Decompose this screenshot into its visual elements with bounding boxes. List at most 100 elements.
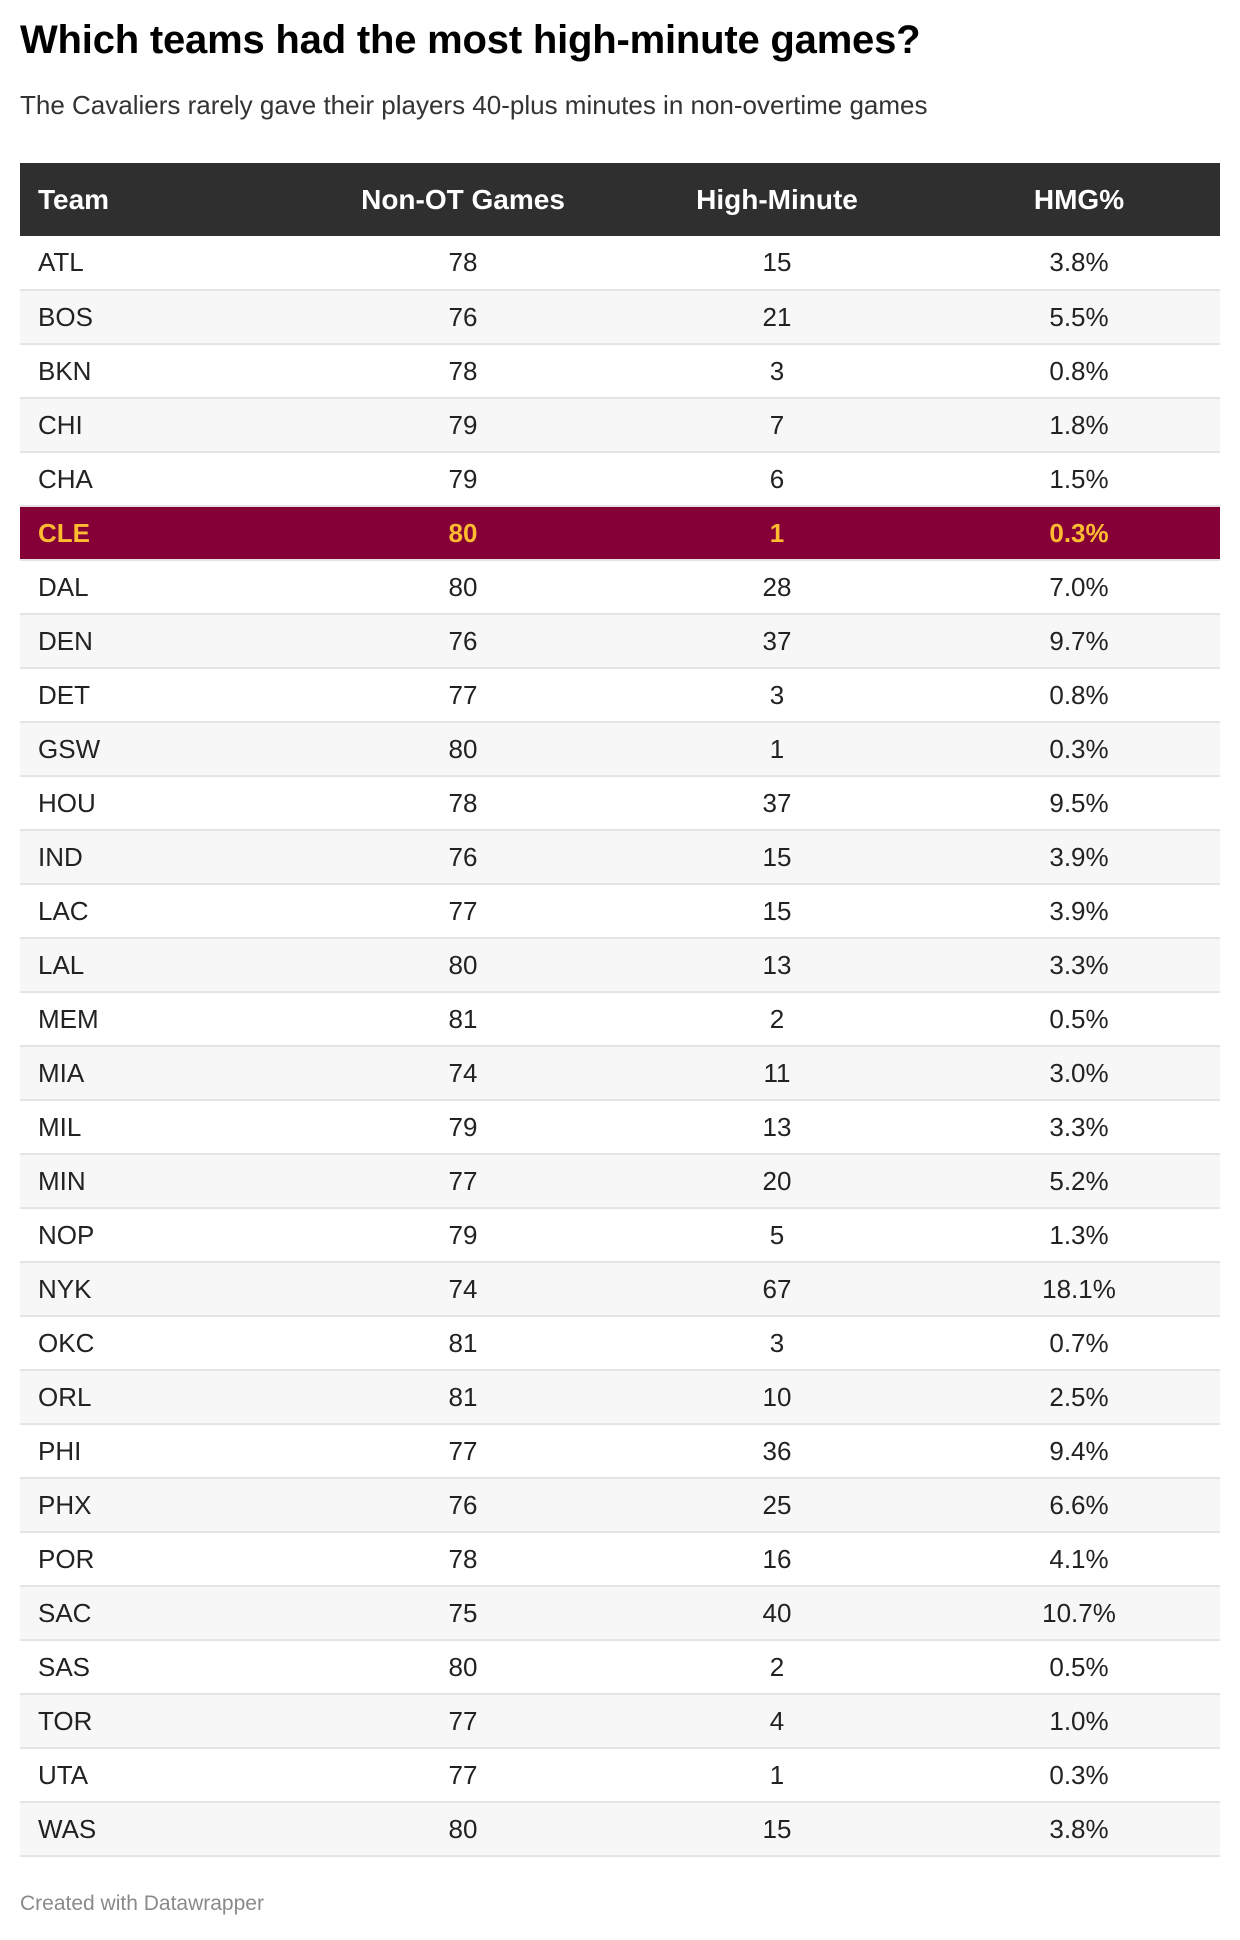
cell-high-minute: 4 [769, 1705, 785, 1736]
table-row: UTA 77 1 0.3% [20, 1748, 1220, 1802]
table-row: WAS 80 15 3.8% [20, 1802, 1220, 1856]
cell-non-ot-games: 81 [448, 1381, 478, 1412]
cell-team: LAL [38, 949, 85, 980]
cell-hmg-percent: 1.3% [1049, 1219, 1109, 1250]
cell-non-ot-games: 81 [448, 1327, 478, 1358]
cell-hmg-percent: 3.8% [1049, 1813, 1109, 1844]
cell-non-ot-games: 77 [448, 1165, 478, 1196]
cell-high-minute: 2 [769, 1651, 785, 1682]
cell-high-minute: 3 [769, 355, 785, 386]
cell-team: BKN [38, 355, 92, 386]
table-row: HOU 78 37 9.5% [20, 776, 1220, 830]
cell-team: SAC [38, 1597, 92, 1628]
cell-non-ot-games: 77 [448, 679, 478, 710]
table-row: IND 76 15 3.9% [20, 830, 1220, 884]
table-row: MIA 74 11 3.0% [20, 1046, 1220, 1100]
cell-hmg-percent: 9.5% [1049, 787, 1109, 818]
table-row: DAL 80 28 7.0% [20, 560, 1220, 614]
cell-hmg-percent: 0.8% [1049, 355, 1109, 386]
cell-non-ot-games: 76 [448, 625, 478, 656]
cell-hmg-percent: 6.6% [1049, 1489, 1109, 1520]
cell-high-minute: 37 [762, 787, 792, 818]
header-row: Team Non-OT Games High-Minute HMG% [20, 163, 1220, 236]
cell-hmg-percent: 3.3% [1049, 949, 1109, 980]
column-header-non-ot-games[interactable]: Non-OT Games [361, 183, 565, 215]
cell-hmg-percent: 0.5% [1049, 1003, 1109, 1034]
cell-team: NOP [38, 1219, 95, 1250]
cell-team: UTA [38, 1759, 89, 1790]
table-row: PHI 77 36 9.4% [20, 1424, 1220, 1478]
cell-non-ot-games: 74 [448, 1057, 478, 1088]
cell-high-minute: 37 [762, 625, 792, 656]
cell-high-minute: 36 [762, 1435, 792, 1466]
cell-high-minute: 13 [762, 949, 792, 980]
cell-non-ot-games: 78 [448, 247, 478, 277]
cell-non-ot-games: 74 [448, 1273, 478, 1304]
table-row: NYK 74 67 18.1% [20, 1262, 1220, 1316]
cell-high-minute: 3 [769, 1327, 785, 1358]
data-table: Team Non-OT Games High-Minute HMG% ATL 78… [20, 163, 1220, 1857]
cell-high-minute: 15 [762, 1813, 792, 1844]
cell-non-ot-games: 80 [448, 571, 478, 602]
cell-team: IND [38, 841, 83, 872]
table-body: ATL 78 15 3.8% BOS 76 21 5.5% BKN 78 3 0.8% CHI 79 7 1.… [20, 236, 1220, 1856]
cell-non-ot-games: 79 [448, 1219, 478, 1250]
cell-non-ot-games: 79 [448, 1111, 478, 1142]
cell-hmg-percent: 0.7% [1049, 1327, 1109, 1358]
table-row: SAC 75 40 10.7% [20, 1586, 1220, 1640]
cell-hmg-percent: 3.8% [1049, 247, 1109, 277]
cell-team: CHI [38, 409, 83, 440]
cell-hmg-percent: 9.7% [1049, 625, 1109, 656]
cell-high-minute: 13 [762, 1111, 792, 1142]
cell-team: GSW [38, 733, 101, 764]
cell-high-minute: 11 [763, 1057, 791, 1088]
table-row: POR 78 16 4.1% [20, 1532, 1220, 1586]
cell-non-ot-games: 77 [448, 1435, 478, 1466]
table-row: OKC 81 3 0.7% [20, 1316, 1220, 1370]
cell-team: WAS [38, 1813, 97, 1844]
cell-hmg-percent: 3.9% [1049, 841, 1109, 872]
table-row: GSW 80 1 0.3% [20, 722, 1220, 776]
table-row: CHI 79 7 1.8% [20, 398, 1220, 452]
cell-high-minute: 6 [769, 463, 785, 494]
cell-non-ot-games: 76 [448, 1489, 478, 1520]
cell-hmg-percent: 0.3% [1049, 517, 1109, 548]
chart-subtitle: The Cavaliers rarely gave their players … [20, 90, 928, 120]
cell-high-minute: 67 [762, 1273, 792, 1304]
cell-non-ot-games: 77 [448, 895, 478, 926]
table-row-highlighted: CLE 80 1 0.3% [20, 506, 1220, 560]
table-row: NOP 79 5 1.3% [20, 1208, 1220, 1262]
table-row: TOR 77 4 1.0% [20, 1694, 1220, 1748]
cell-non-ot-games: 81 [448, 1003, 478, 1034]
cell-team: CLE [38, 517, 90, 548]
cell-non-ot-games: 77 [448, 1705, 478, 1736]
cell-team: MEM [38, 1003, 99, 1034]
cell-high-minute: 20 [762, 1165, 792, 1196]
cell-hmg-percent: 1.0% [1049, 1705, 1109, 1736]
cell-high-minute: 3 [769, 679, 785, 710]
cell-high-minute: 7 [769, 409, 785, 440]
column-header-high-minute[interactable]: High-Minute [696, 183, 858, 215]
cell-team: MIN [38, 1165, 86, 1196]
cell-non-ot-games: 78 [448, 1543, 478, 1574]
cell-hmg-percent: 1.8% [1049, 409, 1109, 440]
cell-team: PHI [38, 1435, 82, 1466]
cell-hmg-percent: 18.1% [1042, 1273, 1116, 1304]
cell-non-ot-games: 78 [448, 355, 478, 386]
cell-high-minute: 15 [762, 841, 792, 872]
cell-team: DET [38, 679, 90, 710]
table-row: LAC 77 15 3.9% [20, 884, 1220, 938]
table-row: ORL 81 10 2.5% [20, 1370, 1220, 1424]
cell-team: CHA [38, 463, 93, 494]
cell-hmg-percent: 3.3% [1049, 1111, 1109, 1142]
cell-hmg-percent: 4.1% [1049, 1543, 1109, 1574]
cell-hmg-percent: 5.2% [1049, 1165, 1109, 1196]
cell-team: ORL [38, 1381, 92, 1412]
table-row: BKN 78 3 0.8% [20, 344, 1220, 398]
cell-high-minute: 10 [762, 1381, 792, 1412]
chart-title: Which teams had the most high-minute gam… [20, 18, 921, 62]
table-header: Team Non-OT Games High-Minute HMG% [20, 163, 1220, 236]
column-header-hmg-percent[interactable]: HMG% [1033, 183, 1125, 215]
column-header-team[interactable]: Team [38, 183, 110, 215]
cell-high-minute: 1 [769, 517, 785, 548]
